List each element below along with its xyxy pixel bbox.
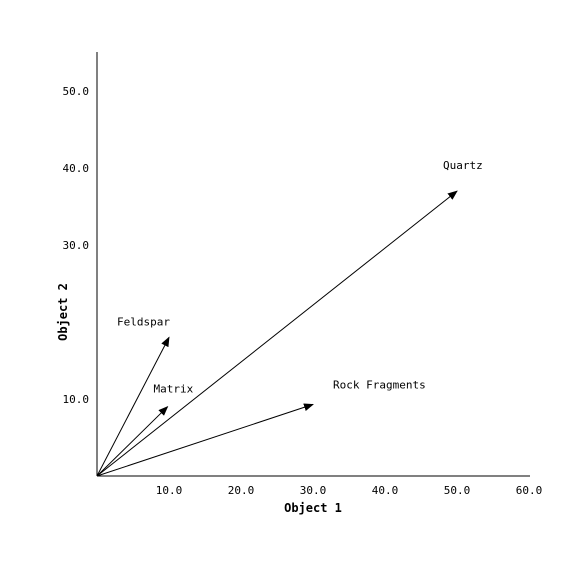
- y-tick-label: 50.0: [63, 85, 90, 98]
- vectors-group: Quartz Feldspar Matrix Rock Fragments: [96, 159, 483, 477]
- x-tick-label: 20.0: [228, 484, 255, 497]
- x-tick-label: 50.0: [444, 484, 471, 497]
- vector-rock-fragments: [96, 403, 314, 477]
- vector-matrix: [96, 405, 169, 477]
- vector-label-rock-fragments: Rock Fragments: [333, 378, 426, 391]
- y-tick-label: 40.0: [63, 162, 90, 175]
- x-axis-ticks: 10.0 20.0 30.0 40.0 50.0 60.0: [156, 484, 543, 497]
- x-tick-label: 10.0: [156, 484, 183, 497]
- y-axis-title: Object 2: [56, 283, 70, 341]
- y-tick-label: 30.0: [63, 239, 90, 252]
- x-tick-label: 30.0: [300, 484, 327, 497]
- vector-label-quartz: Quartz: [443, 159, 483, 172]
- vector-label-feldspar: Feldspar: [117, 315, 170, 328]
- x-tick-label: 60.0: [516, 484, 543, 497]
- x-tick-label: 40.0: [372, 484, 399, 497]
- vector-quartz: [96, 190, 458, 477]
- x-axis-title: Object 1: [284, 501, 342, 515]
- y-axis-ticks: 10.0 30.0 40.0 50.0: [63, 85, 90, 406]
- vector-feldspar: [96, 336, 170, 477]
- y-tick-label: 10.0: [63, 393, 90, 406]
- vector-label-matrix: Matrix: [154, 383, 194, 396]
